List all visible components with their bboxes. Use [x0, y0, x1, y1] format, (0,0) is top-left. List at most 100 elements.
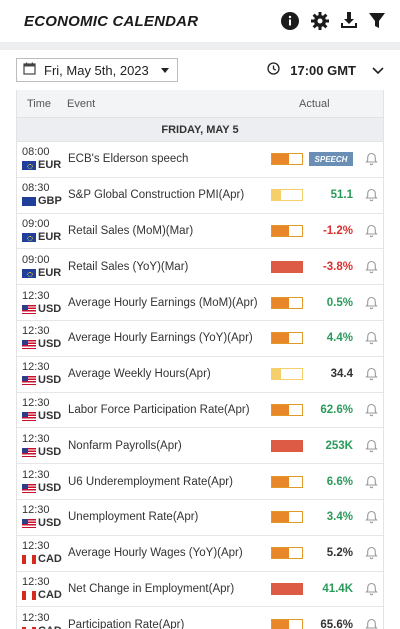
event-name[interactable]: Retail Sales (YoY)(Mar)	[68, 260, 189, 273]
event-name[interactable]: Nonfarm Payrolls(Apr)	[68, 439, 182, 452]
flag-eur-icon	[22, 232, 36, 242]
table-row[interactable]: 12:30 USD Labor Force Participation Rate(A…	[17, 393, 383, 429]
header-actions	[280, 11, 386, 31]
table-row[interactable]: 08:30 GBP S&P Global Construction PMI(Apr)…	[17, 178, 383, 214]
event-time-cell: 12:30 USD	[17, 325, 67, 351]
impact-indicator	[271, 618, 303, 629]
currency: GBP	[22, 195, 67, 208]
flag-cad-icon	[22, 590, 36, 600]
currency-code: USD	[38, 338, 62, 351]
flag-usd-icon	[22, 447, 36, 457]
event-name[interactable]: Participation Rate(Apr)	[68, 618, 185, 629]
app-header: ECONOMIC CALENDAR	[0, 0, 400, 42]
timezone-selector[interactable]: 17:00 GMT	[267, 62, 384, 78]
filter-icon[interactable]	[368, 11, 386, 31]
currency: EUR	[22, 159, 67, 172]
currency-code: USD	[38, 374, 62, 387]
event-name[interactable]: Average Weekly Hours(Apr)	[68, 368, 211, 381]
event-name[interactable]: ECB's Elderson speech	[68, 153, 189, 166]
table-row[interactable]: 08:00 EUR ECB's Elderson speech SPEECH	[17, 142, 383, 178]
flag-usd-icon	[22, 376, 36, 386]
bell-icon[interactable]	[359, 475, 383, 489]
bell-icon[interactable]	[359, 331, 383, 345]
impact-indicator	[271, 547, 303, 560]
table-row[interactable]: 12:30 USD Nonfarm Payrolls(Apr) 253K	[17, 428, 383, 465]
table-row[interactable]: 12:30 USD Unemployment Rate(Apr) 3.4%	[17, 500, 383, 536]
event-name[interactable]: Average Hourly Earnings (MoM)(Apr)	[68, 296, 258, 309]
event-name[interactable]: Net Change in Employment(Apr)	[68, 582, 235, 595]
event-name[interactable]: Average Hourly Earnings (YoY)(Apr)	[68, 332, 253, 345]
bell-icon[interactable]	[359, 439, 383, 453]
clock-icon	[267, 62, 280, 78]
column-header-time: Time	[27, 97, 52, 110]
impact-indicator	[271, 153, 303, 166]
event-time-cell: 09:00 EUR	[17, 254, 67, 280]
table-row[interactable]: 12:30CADParticipation Rate(Apr)65.6%	[17, 607, 383, 629]
event-list: 08:00 EUR ECB's Elderson speech SPEECH 08:30…	[17, 142, 383, 629]
event-name[interactable]: Unemployment Rate(Apr)	[68, 511, 199, 524]
event-time: 12:30	[22, 575, 50, 588]
column-header-actual: Actual	[299, 97, 330, 110]
actual-value: 34.4	[330, 368, 353, 381]
table-row[interactable]: 09:00 EUR Retail Sales (MoM)(Mar) -1.2%	[17, 214, 383, 250]
bell-icon[interactable]	[359, 618, 383, 629]
currency-code: USD	[38, 517, 62, 530]
actual-value: 4.4%	[326, 332, 353, 345]
bell-icon[interactable]	[359, 224, 383, 238]
event-name[interactable]: S&P Global Construction PMI(Apr)	[68, 189, 245, 202]
table-row[interactable]: 12:30 USD Average Hourly Earnings (MoM)(Ap…	[17, 285, 383, 321]
info-icon[interactable]	[280, 11, 300, 31]
bell-icon[interactable]	[359, 260, 383, 274]
event-time-cell: 12:30 USD	[17, 433, 67, 459]
flag-usd-icon	[22, 340, 36, 350]
table-row[interactable]: 12:30 USD Average Weekly Hours(Apr) 34.4	[17, 357, 383, 393]
actual-value: 0.5%	[326, 296, 353, 309]
impact-indicator	[271, 511, 303, 524]
currency: USD	[22, 374, 67, 387]
actual-value: 51.1	[330, 189, 353, 202]
currency-code: EUR	[38, 159, 62, 172]
bell-icon[interactable]	[359, 582, 383, 596]
filter-bar: Fri, May 5th, 2023 17:00 GMT	[0, 50, 400, 90]
actual-value: -1.2%	[322, 224, 353, 237]
currency: USD	[22, 517, 67, 530]
table-row[interactable]: 12:30 USD Average Hourly Earnings (YoY)(Ap…	[17, 321, 383, 357]
event-time: 12:30	[22, 540, 50, 553]
bell-icon[interactable]	[359, 296, 383, 310]
event-time: 09:00	[22, 253, 50, 266]
event-time: 09:00	[22, 217, 50, 230]
event-time: 12:30	[22, 611, 50, 624]
actual-value: 5.2%	[326, 547, 353, 560]
event-time-cell: 09:00 EUR	[17, 218, 67, 244]
gear-icon[interactable]	[310, 11, 330, 31]
event-time: 12:30	[22, 504, 50, 517]
bell-icon[interactable]	[359, 188, 383, 202]
flag-usd-icon	[22, 483, 36, 493]
date-picker[interactable]: Fri, May 5th, 2023	[16, 58, 178, 82]
currency: USD	[22, 410, 67, 423]
table-row[interactable]: 12:30 CAD Net Change in Employment(Apr) 41.…	[17, 572, 383, 608]
bell-icon[interactable]	[359, 510, 383, 524]
event-time: 08:00	[22, 146, 50, 159]
event-name[interactable]: Labor Force Participation Rate(Apr)	[68, 403, 250, 416]
table-row[interactable]: 12:30 CAD Average Hourly Wages (YoY)(Apr) 5…	[17, 536, 383, 572]
event-name[interactable]: Average Hourly Wages (YoY)(Apr)	[68, 547, 243, 560]
bell-icon[interactable]	[359, 367, 383, 381]
currency-code: EUR	[38, 230, 62, 243]
event-name[interactable]: U6 Underemployment Rate(Apr)	[68, 475, 233, 488]
flag-gbp-icon	[22, 197, 36, 207]
bell-icon[interactable]	[359, 152, 383, 166]
table-row[interactable]: 12:30 USD U6 Underemployment Rate(Apr) 6.6%	[17, 464, 383, 500]
bell-icon[interactable]	[359, 403, 383, 417]
currency: EUR	[22, 231, 67, 244]
currency: USD	[22, 482, 67, 495]
table-row[interactable]: 09:00 EUR Retail Sales (YoY)(Mar) -3.8%	[17, 249, 383, 286]
currency-code: CAD	[38, 588, 62, 601]
bell-icon[interactable]	[359, 546, 383, 560]
day-label: FRIDAY, MAY 5	[17, 118, 383, 142]
impact-indicator	[271, 296, 303, 309]
download-icon[interactable]	[340, 11, 358, 31]
event-name[interactable]: Retail Sales (MoM)(Mar)	[68, 224, 194, 237]
